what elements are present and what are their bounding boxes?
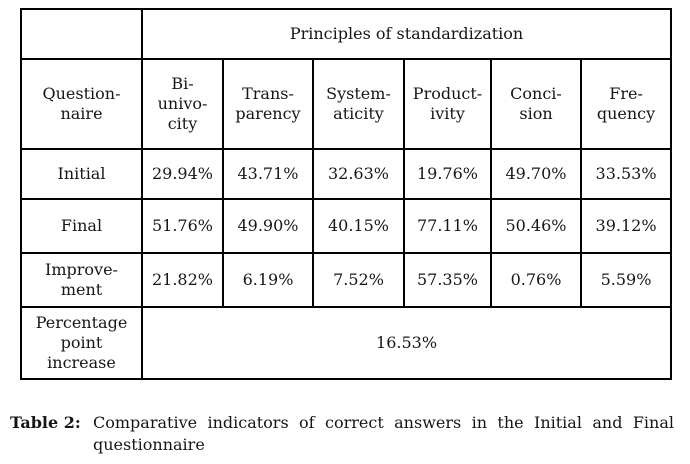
- percentage-point-increase-value-cell: 16.53%: [140, 306, 673, 380]
- data-cell: 40.15%: [312, 198, 405, 254]
- row-label-improvement: Improve- ment: [20, 252, 143, 308]
- column-headers-row: Question- naire Bi- univo- city Trans- p…: [20, 58, 673, 150]
- comparative-indicators-table: Principles of standardization Question- …: [20, 8, 673, 380]
- improvement-row: Improve- ment 21.82% 6.19% 7.52% 57.35% …: [20, 252, 673, 308]
- percentage-point-increase-row: Percentage point increase 16.53%: [20, 306, 673, 380]
- data-cell: 32.63%: [312, 148, 405, 200]
- col-header-concision-cell: Conci- sion: [490, 58, 582, 150]
- data-cell: 0.76%: [490, 252, 582, 308]
- principles-header-row: Principles of standardization: [20, 8, 673, 60]
- row-label-initial: Initial: [20, 148, 143, 200]
- data-cell: 33.53%: [579, 148, 673, 200]
- data-cell: 77.11%: [403, 198, 492, 254]
- table-caption-number: Table 2:: [10, 413, 81, 432]
- data-cell: 19.76%: [403, 148, 492, 200]
- data-cell: 5.59%: [579, 252, 673, 308]
- spanning-header-cell: Principles of standardization: [140, 8, 673, 60]
- data-cell: 49.90%: [222, 198, 314, 254]
- table-caption: Table 2: Comparative indicators of corre…: [10, 412, 674, 457]
- row-label-percentage-point-increase: Percentage point increase: [20, 306, 143, 380]
- final-row: Final 51.76% 49.90% 40.15% 77.11% 50.46%…: [20, 198, 673, 254]
- data-cell: 29.94%: [141, 148, 224, 200]
- col-header-frequency-cell: Fre- quency: [579, 58, 673, 150]
- table-2-wrapper: Principles of standardization Question- …: [20, 8, 673, 380]
- data-cell: 21.82%: [141, 252, 224, 308]
- row-header-questionnaire-cell: Question- naire: [20, 58, 143, 150]
- data-cell: 51.76%: [141, 198, 224, 254]
- data-cell: 50.46%: [490, 198, 582, 254]
- data-cell: 57.35%: [403, 252, 492, 308]
- data-cell: 43.71%: [222, 148, 314, 200]
- col-header-transparency-cell: Trans- parency: [222, 58, 314, 150]
- col-header-systematicity-cell: System- aticity: [312, 58, 405, 150]
- data-cell: 49.70%: [490, 148, 582, 200]
- col-header-biunivocity-cell: Bi- univo- city: [141, 58, 224, 150]
- corner-cell: [20, 8, 143, 60]
- initial-row: Initial 29.94% 43.71% 32.63% 19.76% 49.7…: [20, 148, 673, 200]
- table-caption-text: Comparative indicators of correct answer…: [93, 413, 674, 455]
- data-cell: 39.12%: [579, 198, 673, 254]
- row-label-final: Final: [20, 198, 143, 254]
- data-cell: 6.19%: [222, 252, 314, 308]
- col-header-productivity-cell: Product- ivity: [403, 58, 492, 150]
- data-cell: 7.52%: [312, 252, 405, 308]
